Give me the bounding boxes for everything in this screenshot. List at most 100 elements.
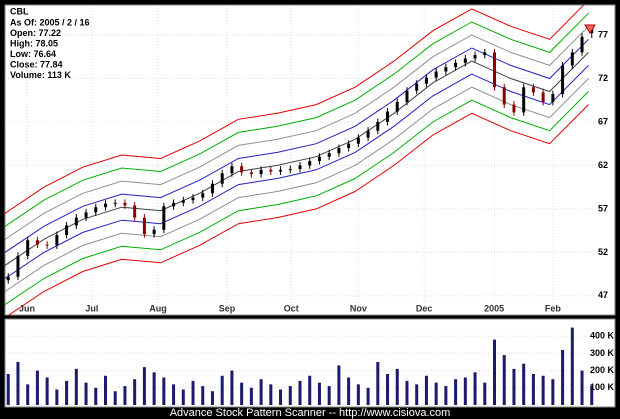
volume-bar	[512, 368, 516, 405]
candle-body	[220, 173, 224, 184]
volume-bar	[570, 327, 574, 405]
volume-bar	[463, 377, 467, 405]
y-tick-label: 47	[598, 290, 608, 300]
x-tick-label: Jul	[85, 303, 98, 313]
volume-bar	[493, 339, 497, 405]
candle-body	[191, 197, 195, 201]
volume-bar	[142, 367, 146, 405]
candle-body	[6, 276, 10, 281]
candle-body	[172, 202, 176, 207]
candle-body	[55, 235, 59, 246]
candle-body	[103, 203, 107, 208]
volume-bar	[103, 375, 107, 405]
candle-body	[16, 255, 20, 277]
candle-body	[434, 71, 438, 78]
y-tick-label: 77	[598, 29, 608, 39]
volume-bar	[123, 386, 127, 405]
volume-bar	[327, 386, 331, 405]
footer: Advance Stock Pattern Scanner -- http://…	[170, 407, 451, 419]
y-tick-label: 62	[598, 160, 608, 170]
volume-bar	[308, 375, 312, 405]
volume-bar	[220, 375, 224, 405]
x-tick-label: Nov	[350, 303, 367, 313]
y-tick-label: 400 K	[590, 331, 615, 341]
candle-body	[94, 207, 98, 213]
candle-body	[133, 205, 137, 218]
candle-body	[570, 52, 574, 66]
symbol: CBL	[10, 6, 29, 16]
volume-bar	[473, 372, 477, 405]
volume-bar	[45, 377, 49, 405]
candle-body	[269, 169, 273, 172]
volume-bar	[279, 389, 283, 405]
volume-bar	[580, 370, 584, 405]
candle-body	[454, 62, 458, 68]
candle-body	[580, 36, 584, 53]
band-line	[5, 78, 589, 292]
candle-body	[152, 229, 156, 235]
signal-marker	[584, 24, 596, 34]
band-line	[5, 65, 589, 279]
candle-body	[65, 225, 69, 235]
volume-bar	[347, 377, 351, 405]
band-line	[5, 12, 589, 227]
volume-bar	[210, 391, 214, 405]
candle-body	[230, 166, 234, 174]
volume-bar	[65, 380, 69, 405]
volume-bar	[444, 386, 448, 405]
info-line: Volume: 113 K	[10, 70, 71, 80]
candle-body	[463, 58, 467, 63]
candle-body	[279, 169, 283, 172]
x-tick-label: Feb	[545, 303, 562, 313]
x-tick-label: Sep	[219, 303, 236, 313]
candle-body	[502, 87, 506, 105]
volume-bar	[249, 387, 253, 405]
candle-body	[386, 111, 390, 122]
volume-bar	[269, 384, 273, 405]
candle-body	[317, 156, 321, 162]
volume-bar	[230, 370, 234, 405]
volume-bar	[551, 379, 555, 405]
candle-body	[561, 65, 565, 95]
volume-bar	[259, 379, 263, 405]
y-tick-label: 52	[598, 247, 608, 257]
volume-bar	[522, 363, 526, 405]
volume-bar	[386, 374, 390, 405]
volume-bar	[337, 365, 341, 405]
volume-bar	[590, 385, 594, 405]
volume-bar	[191, 380, 195, 405]
volume-bar	[84, 382, 88, 405]
volume-bar	[502, 355, 506, 405]
x-tick-label: Aug	[149, 303, 167, 313]
volume-bar	[16, 361, 20, 405]
candle-body	[249, 172, 253, 175]
volume-bar	[74, 368, 78, 405]
volume-bar	[288, 386, 292, 405]
candle-body	[405, 90, 409, 102]
band-line	[5, 38, 589, 253]
volume-bar	[201, 386, 205, 405]
candle-body	[483, 52, 487, 55]
candle-body	[512, 104, 516, 113]
volume-bar	[94, 387, 98, 405]
candle-body	[376, 121, 380, 131]
candle-body	[113, 202, 117, 204]
candle-body	[162, 206, 166, 230]
candle-body	[288, 168, 292, 170]
candle-body	[181, 200, 185, 203]
candle-body	[142, 217, 146, 235]
candle-body	[35, 240, 39, 245]
candle-body	[551, 94, 555, 102]
candle-body	[541, 92, 545, 102]
volume-bar	[55, 389, 59, 405]
volume-bar	[376, 361, 380, 405]
volume-bar	[531, 374, 535, 405]
band-line	[5, 91, 589, 306]
volume-bar	[483, 382, 487, 405]
candle-body	[210, 183, 214, 194]
info-line: Open: 77.22	[10, 28, 61, 38]
volume-bar	[434, 382, 438, 405]
volume-bar	[162, 377, 166, 405]
candle-body	[356, 137, 360, 144]
